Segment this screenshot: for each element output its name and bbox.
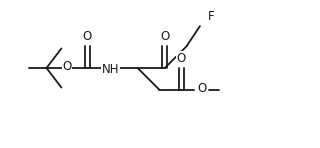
- Text: NH: NH: [102, 63, 119, 76]
- Text: O: O: [62, 60, 71, 73]
- Text: F: F: [207, 10, 214, 23]
- Text: O: O: [160, 30, 169, 43]
- Text: O: O: [83, 30, 92, 43]
- Text: O: O: [197, 82, 206, 95]
- Text: O: O: [177, 52, 186, 65]
